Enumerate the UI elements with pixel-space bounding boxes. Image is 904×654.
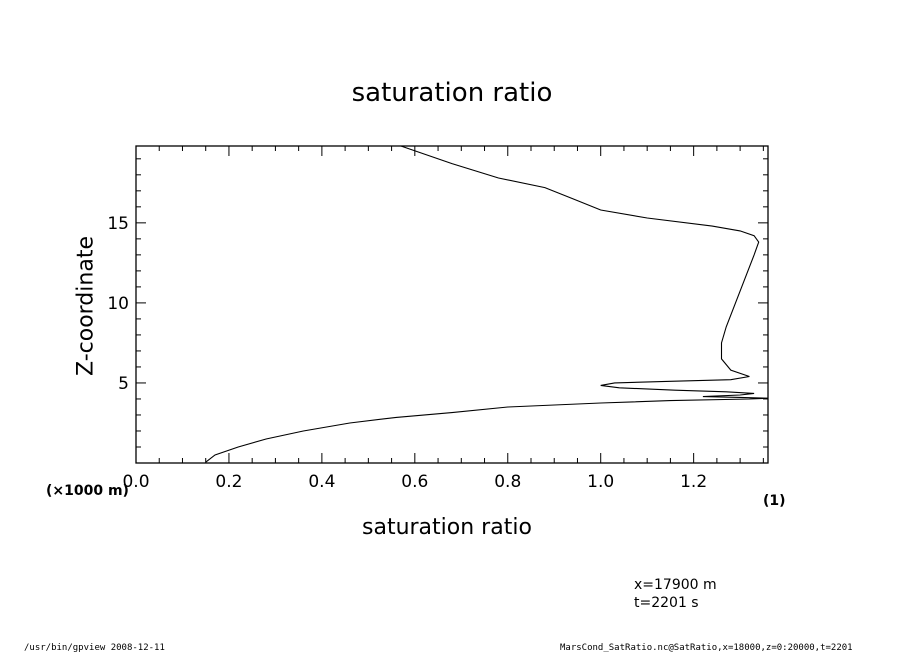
y-tick-label: 10 — [107, 294, 129, 314]
x-tick-label: 0.2 — [215, 472, 242, 492]
y-tick-label: 5 — [118, 374, 129, 394]
x-tick-label: 0.8 — [494, 472, 521, 492]
x-axis-label: saturation ratio — [362, 515, 532, 540]
plot-frame — [135, 145, 769, 464]
footer-program: /usr/bin/gpview 2008-12-11 — [24, 643, 165, 653]
footer-source: MarsCond_SatRatio.nc@SatRatio,x=18000,z=… — [560, 643, 853, 653]
x-tick-label: 1.2 — [680, 472, 707, 492]
y-axis-unit: (×1000 m) — [46, 483, 129, 499]
time-info: t=2201 s — [634, 595, 699, 611]
y-tick-label: 15 — [107, 214, 129, 234]
x-tick-label: 0.0 — [122, 472, 149, 492]
x-position-info: x=17900 m — [634, 577, 717, 593]
x-tick-label: 0.4 — [308, 472, 335, 492]
x-tick-label: 1.0 — [587, 472, 614, 492]
chart-title: saturation ratio — [351, 78, 553, 108]
y-axis-label: Z-coordinate — [73, 236, 99, 376]
x-tick-label: 0.6 — [401, 472, 428, 492]
saturation-ratio-line — [205, 145, 769, 463]
x-axis-unit: (1) — [763, 493, 786, 509]
